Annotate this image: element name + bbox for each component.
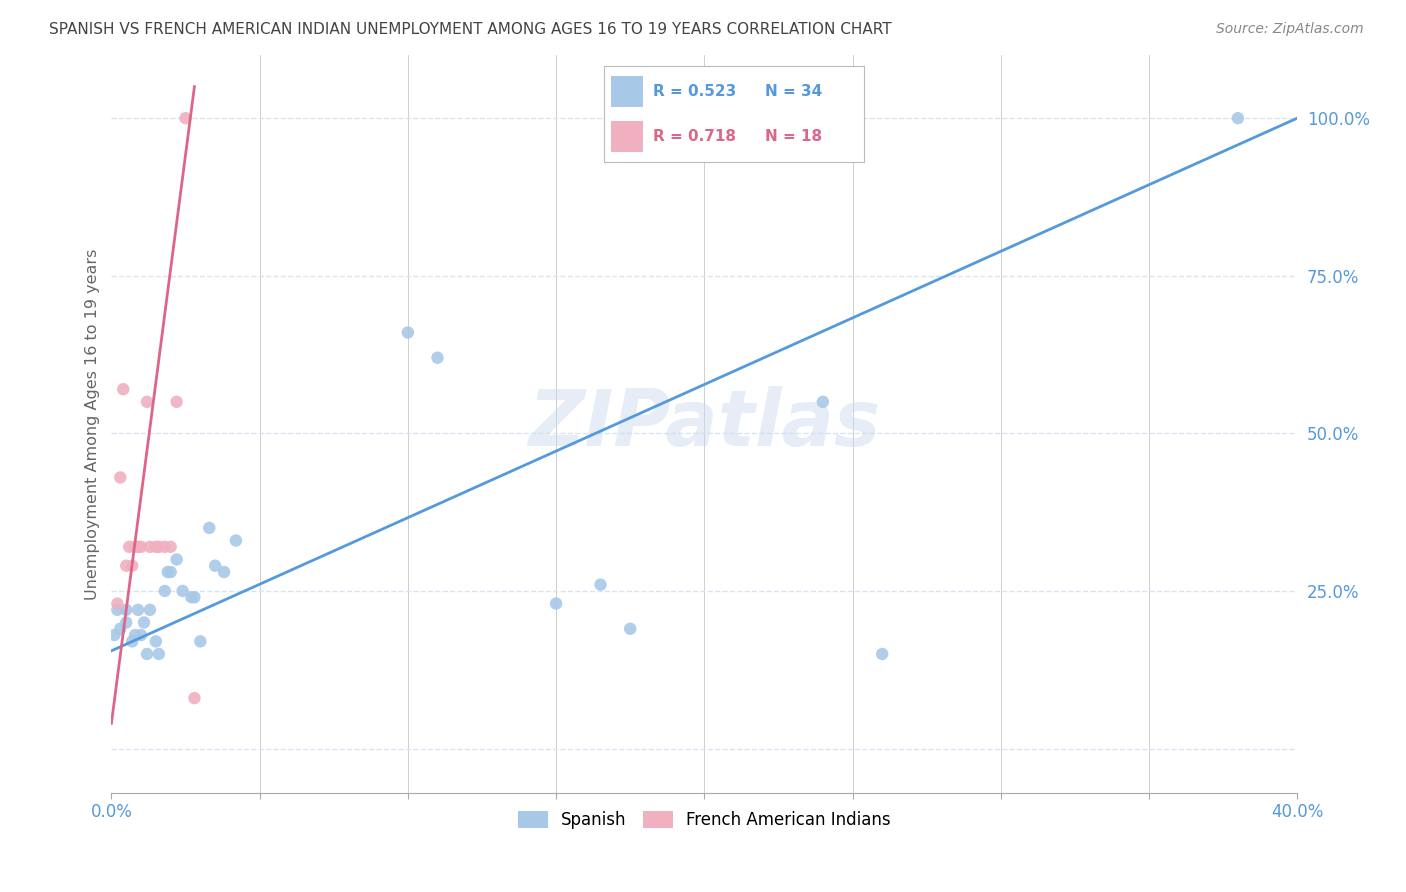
Point [156, 565, 179, 579]
Point [110, 470, 132, 484]
Point [121, 558, 143, 573]
Point [105, 603, 128, 617]
Point [619, 622, 641, 636]
Point [166, 552, 188, 566]
Point [159, 565, 181, 579]
Point [396, 326, 419, 340]
Point [145, 634, 167, 648]
Point [183, 691, 205, 706]
Point [811, 394, 834, 409]
Point [132, 615, 155, 630]
Point [426, 351, 449, 365]
Point [136, 647, 159, 661]
Point [589, 577, 612, 591]
Point [180, 591, 202, 605]
Point [129, 540, 152, 554]
Point [153, 583, 176, 598]
Point [112, 382, 135, 396]
Point [105, 597, 128, 611]
Point [136, 394, 159, 409]
Point [1226, 111, 1249, 125]
Point [225, 533, 247, 548]
Point [148, 540, 170, 554]
Point [127, 540, 149, 554]
Point [145, 540, 167, 554]
Text: Source: ZipAtlas.com: Source: ZipAtlas.com [1216, 22, 1364, 37]
Point [121, 634, 143, 648]
Point [110, 622, 132, 636]
Point [183, 591, 205, 605]
Point [129, 628, 152, 642]
Point [115, 603, 138, 617]
Text: ZIPatlas: ZIPatlas [529, 386, 880, 462]
Point [115, 615, 138, 630]
Point [204, 558, 226, 573]
Point [546, 597, 568, 611]
Point [174, 111, 197, 125]
Point [124, 628, 146, 642]
Point [166, 394, 188, 409]
Point [153, 540, 176, 554]
Point [103, 628, 125, 642]
Legend: Spanish, French American Indians: Spanish, French American Indians [510, 805, 897, 836]
Y-axis label: Unemployment Among Ages 16 to 19 years: Unemployment Among Ages 16 to 19 years [86, 248, 100, 599]
Point [172, 583, 194, 598]
Point [115, 558, 138, 573]
Point [139, 603, 162, 617]
Point [127, 603, 149, 617]
Point [148, 647, 170, 661]
Point [159, 540, 181, 554]
Point [870, 647, 893, 661]
Point [188, 634, 211, 648]
Point [118, 540, 141, 554]
Point [139, 540, 162, 554]
Point [124, 540, 146, 554]
Point [198, 521, 221, 535]
Point [212, 565, 235, 579]
Text: SPANISH VS FRENCH AMERICAN INDIAN UNEMPLOYMENT AMONG AGES 16 TO 19 YEARS CORRELA: SPANISH VS FRENCH AMERICAN INDIAN UNEMPL… [49, 22, 891, 37]
